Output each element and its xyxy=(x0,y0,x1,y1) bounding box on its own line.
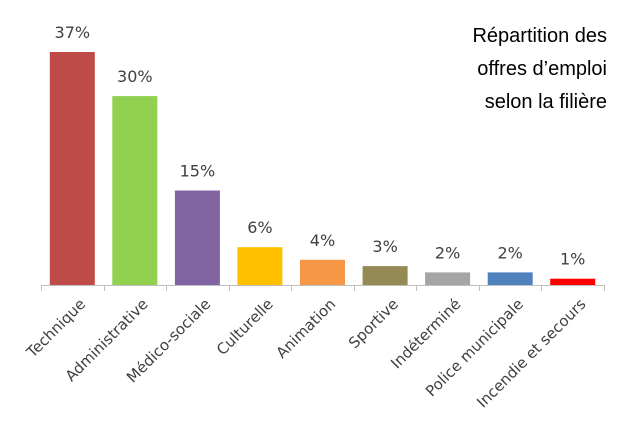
data-label-technique: 37% xyxy=(55,23,91,42)
data-label-incendie-et-secours: 1% xyxy=(560,250,585,269)
x-tick-label-culturelle: Culturelle xyxy=(213,295,277,359)
data-label-sportive: 3% xyxy=(372,237,397,256)
bar-police-municipale xyxy=(487,272,533,285)
data-label-medico-sociale: 15% xyxy=(180,162,216,181)
x-tick-label-incendie-et-secours: Incendie et secours xyxy=(473,295,589,411)
data-label-animation: 4% xyxy=(310,231,335,250)
x-tick-label-technique: Technique xyxy=(22,295,89,362)
data-label-indetermine: 2% xyxy=(435,243,460,262)
chart-title-line-2: offres d’emploi xyxy=(477,58,607,80)
bar-medico-sociale xyxy=(174,190,220,285)
data-label-culturelle: 6% xyxy=(247,218,272,237)
data-label-police-municipale: 2% xyxy=(498,243,523,262)
x-tick-label-animation: Animation xyxy=(273,295,340,362)
bar-animation xyxy=(300,259,345,285)
data-label-administrative: 30% xyxy=(117,67,153,86)
x-tick-label-sportive: Sportive xyxy=(345,295,402,352)
bar-incendie-et-secours xyxy=(550,278,596,285)
chart-title-line-3: selon la filière xyxy=(484,91,607,113)
chart-title-line-1: Répartition des xyxy=(472,25,607,47)
bar-technique xyxy=(49,52,95,285)
bar-sportive xyxy=(362,266,408,285)
chart-title: Répartition des offres d’emploi selon la… xyxy=(387,20,607,119)
bar-culturelle xyxy=(237,247,283,285)
bar-administrative xyxy=(112,96,158,285)
bar-indetermine xyxy=(425,272,471,285)
